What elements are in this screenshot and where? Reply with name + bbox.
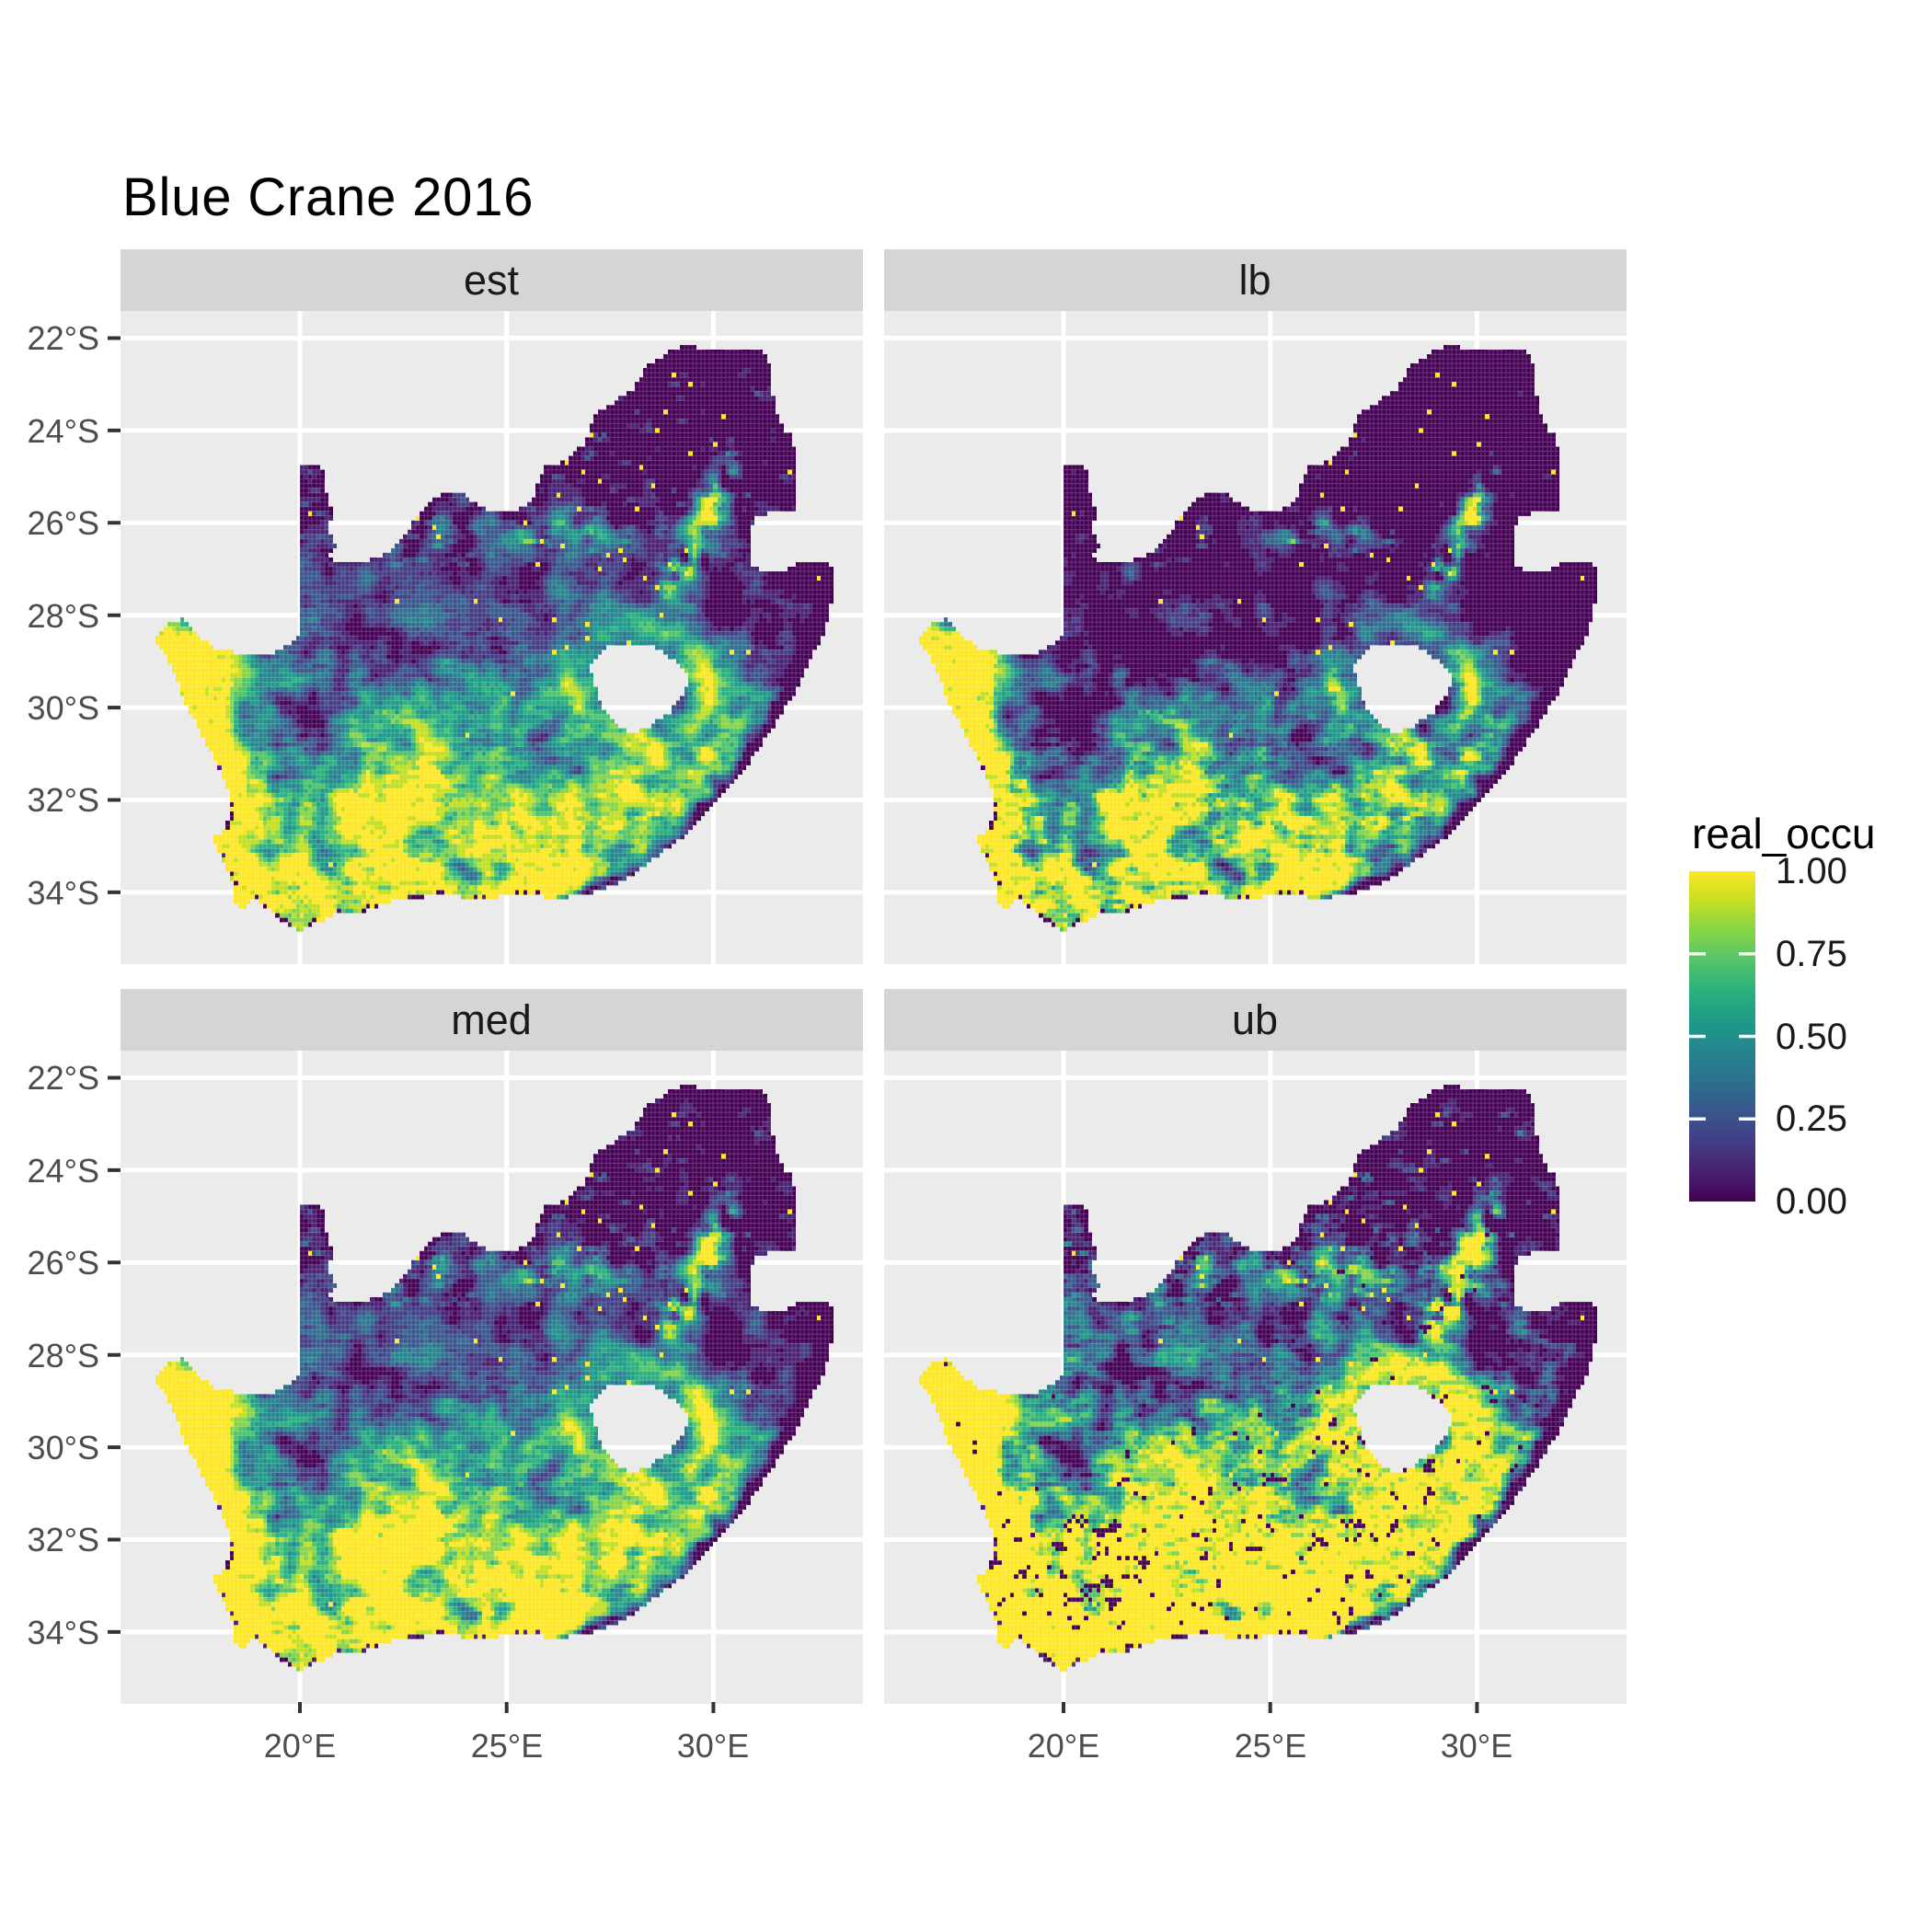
svg-text:est: est xyxy=(464,257,520,304)
svg-text:26°S: 26°S xyxy=(28,1244,99,1282)
svg-text:0.50: 0.50 xyxy=(1776,1017,1847,1057)
svg-text:28°S: 28°S xyxy=(28,1337,99,1374)
svg-text:24°S: 24°S xyxy=(28,412,99,450)
svg-text:26°S: 26°S xyxy=(28,504,99,542)
svg-text:30°S: 30°S xyxy=(28,1429,99,1466)
svg-text:0.25: 0.25 xyxy=(1776,1098,1847,1139)
svg-text:20°E: 20°E xyxy=(1028,1727,1099,1765)
svg-text:med: med xyxy=(451,996,532,1043)
svg-text:lb: lb xyxy=(1238,257,1271,304)
svg-text:real_occu: real_occu xyxy=(1692,810,1875,857)
svg-text:32°S: 32°S xyxy=(28,1521,99,1558)
svg-text:ub: ub xyxy=(1232,996,1278,1043)
svg-text:34°S: 34°S xyxy=(28,874,99,912)
svg-text:32°S: 32°S xyxy=(28,781,99,819)
svg-text:24°S: 24°S xyxy=(28,1152,99,1190)
svg-text:25°E: 25°E xyxy=(471,1727,543,1765)
svg-text:30°S: 30°S xyxy=(28,689,99,727)
svg-text:20°E: 20°E xyxy=(264,1727,336,1765)
svg-text:0.75: 0.75 xyxy=(1776,934,1847,974)
svg-text:30°E: 30°E xyxy=(677,1727,749,1765)
svg-text:28°S: 28°S xyxy=(28,597,99,635)
svg-text:25°E: 25°E xyxy=(1235,1727,1306,1765)
svg-text:Blue Crane 2016: Blue Crane 2016 xyxy=(122,167,534,227)
svg-text:22°S: 22°S xyxy=(28,319,99,357)
svg-text:0.00: 0.00 xyxy=(1776,1181,1847,1222)
svg-text:34°S: 34°S xyxy=(28,1614,99,1651)
svg-text:1.00: 1.00 xyxy=(1776,851,1847,891)
svg-text:30°E: 30°E xyxy=(1441,1727,1512,1765)
svg-text:22°S: 22°S xyxy=(28,1059,99,1097)
